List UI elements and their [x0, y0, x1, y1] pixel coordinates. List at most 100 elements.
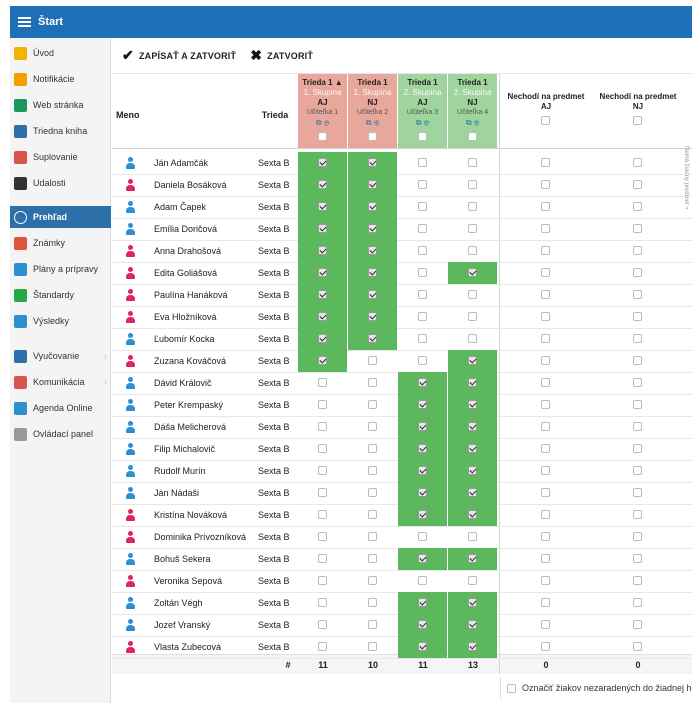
group-checkbox[interactable] [318, 268, 327, 277]
not-attending-checkbox[interactable] [541, 356, 550, 365]
group-checkbox[interactable] [368, 642, 377, 651]
student-name[interactable]: Peter Krempaský [154, 400, 224, 410]
group-checkbox[interactable] [418, 290, 427, 299]
student-name[interactable]: Dominika Prívozníková [154, 532, 247, 542]
group-checkbox[interactable] [418, 510, 427, 519]
group-checkbox[interactable] [468, 224, 477, 233]
not-attending-checkbox[interactable] [541, 400, 550, 409]
group-checkbox[interactable] [418, 620, 427, 629]
select-all-checkbox[interactable] [318, 132, 327, 141]
not-attending-checkbox[interactable] [633, 510, 642, 519]
group-checkbox[interactable] [318, 290, 327, 299]
not-attending-checkbox[interactable] [541, 224, 550, 233]
group-checkbox[interactable] [418, 334, 427, 343]
student-name[interactable]: Zoltán Végh [154, 598, 203, 608]
student-name[interactable]: Ľubomír Kocka [154, 334, 215, 344]
group-checkbox[interactable] [318, 422, 327, 431]
group-checkbox[interactable] [468, 642, 477, 651]
group-checkbox[interactable] [368, 268, 377, 277]
group-checkbox[interactable] [368, 246, 377, 255]
student-name[interactable]: Edita Goliášová [154, 268, 218, 278]
not-attending-checkbox[interactable] [541, 620, 550, 629]
not-attending-checkbox[interactable] [633, 642, 642, 651]
student-name[interactable]: Eva Hložníková [154, 312, 217, 322]
group-checkbox[interactable] [318, 620, 327, 629]
close-button[interactable]: ✖ ZATVORIŤ [250, 47, 313, 64]
group-checkbox[interactable] [468, 312, 477, 321]
not-attending-checkbox[interactable] [541, 576, 550, 585]
not-attending-checkbox[interactable] [541, 268, 550, 277]
group-checkbox[interactable] [418, 598, 427, 607]
group-checkbox[interactable] [418, 532, 427, 541]
group-checkbox[interactable] [318, 576, 327, 585]
group-checkbox[interactable] [368, 422, 377, 431]
not-attending-checkbox[interactable] [633, 202, 642, 211]
group-checkbox[interactable] [418, 444, 427, 453]
sidebar-item-1[interactable]: Notifikácie [10, 68, 111, 90]
student-name[interactable]: Dávid Královič [154, 378, 212, 388]
group-checkbox[interactable] [468, 180, 477, 189]
not-attending-checkbox[interactable] [541, 510, 550, 519]
sidebar-item-5[interactable]: Udalosti [10, 172, 111, 194]
group-checkbox[interactable] [368, 444, 377, 453]
not-attending-checkbox[interactable] [541, 334, 550, 343]
not-attending-checkbox[interactable] [633, 400, 642, 409]
not-attending-checkbox[interactable] [633, 334, 642, 343]
not-attending-checkbox[interactable] [633, 620, 642, 629]
copy-add-icon[interactable]: ⧉ ⊕ [415, 118, 430, 127]
group-checkbox[interactable] [318, 532, 327, 541]
group-checkbox[interactable] [368, 532, 377, 541]
group-checkbox[interactable] [368, 180, 377, 189]
group-checkbox[interactable] [368, 356, 377, 365]
group-checkbox[interactable] [318, 158, 327, 167]
group-checkbox[interactable] [318, 598, 327, 607]
not-attending-checkbox[interactable] [633, 290, 642, 299]
group-checkbox[interactable] [468, 158, 477, 167]
group-checkbox[interactable] [468, 202, 477, 211]
student-name[interactable]: Zuzana Kováčová [154, 356, 227, 366]
select-all-checkbox[interactable] [418, 132, 427, 141]
student-name[interactable]: Veronika Sepová [154, 576, 223, 586]
mark-unassigned-checkbox[interactable]: Označiť žiakov nezaradených do žiadnej h… [500, 677, 692, 699]
not-attending-checkbox[interactable] [541, 312, 550, 321]
not-attending-checkbox[interactable] [541, 202, 550, 211]
group-checkbox[interactable] [418, 180, 427, 189]
group-title[interactable]: Trieda 1 [357, 78, 388, 87]
group-checkbox[interactable] [368, 224, 377, 233]
not-attending-checkbox[interactable] [633, 312, 642, 321]
group-checkbox[interactable] [318, 378, 327, 387]
student-name[interactable]: Emília Doričová [154, 224, 218, 234]
sidebar-item-6[interactable]: Prehľad [10, 206, 111, 228]
group-checkbox[interactable] [368, 202, 377, 211]
not-attending-checkbox[interactable] [541, 642, 550, 651]
sidebar-item-4[interactable]: Suplovanie [10, 146, 111, 168]
menu-icon[interactable] [18, 17, 31, 27]
not-attending-checkbox[interactable] [633, 554, 642, 563]
student-name[interactable]: Daniela Bosáková [154, 180, 227, 190]
not-attending-checkbox[interactable] [541, 488, 550, 497]
group-checkbox[interactable] [318, 554, 327, 563]
top-bar-title[interactable]: Štart [38, 16, 64, 28]
group-checkbox[interactable] [468, 334, 477, 343]
not-attending-checkbox[interactable] [633, 488, 642, 497]
group-checkbox[interactable] [368, 488, 377, 497]
group-checkbox[interactable] [468, 488, 477, 497]
copy-add-icon[interactable]: ⧉ ⊕ [315, 118, 330, 127]
group-checkbox[interactable] [418, 356, 427, 365]
group-checkbox[interactable] [418, 422, 427, 431]
sidebar-item-3[interactable]: Triedna kniha [10, 120, 111, 142]
not-attending-checkbox[interactable] [633, 466, 642, 475]
group-checkbox[interactable] [318, 224, 327, 233]
sidebar-item-2[interactable]: Web stránka [10, 94, 111, 116]
sidebar-item-7[interactable]: Známky [10, 232, 111, 254]
group-checkbox[interactable] [468, 268, 477, 277]
not-attending-checkbox[interactable] [633, 576, 642, 585]
not-attending-checkbox[interactable] [633, 444, 642, 453]
student-name[interactable]: Anna Drahošová [154, 246, 222, 256]
select-all-checkbox[interactable] [468, 132, 477, 141]
sidebar-item-14[interactable]: Ovládací panel [10, 423, 111, 445]
group-checkbox[interactable] [418, 466, 427, 475]
group-checkbox[interactable] [318, 180, 327, 189]
sidebar-item-8[interactable]: Plány a prípravy [10, 258, 111, 280]
group-checkbox[interactable] [318, 642, 327, 651]
